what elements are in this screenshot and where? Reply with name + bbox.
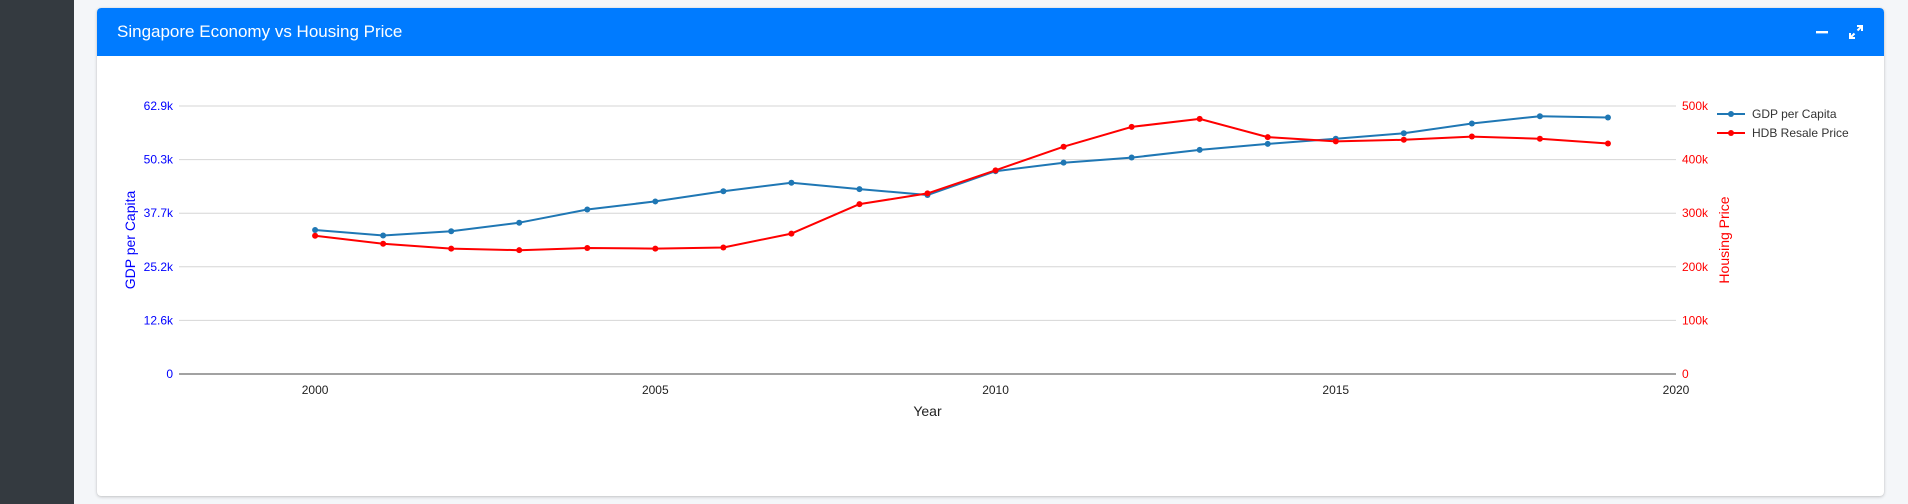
data-point — [1060, 159, 1067, 166]
x-axis-title: Year — [913, 403, 942, 419]
data-point — [1060, 143, 1067, 150]
data-point — [1264, 134, 1271, 141]
data-point — [1196, 115, 1203, 122]
x-tick-label: 2015 — [1322, 383, 1349, 397]
data-point — [856, 186, 863, 193]
data-point — [1128, 123, 1135, 130]
x-tick-label: 2000 — [302, 383, 329, 397]
y2-tick-label: 500k — [1682, 99, 1709, 113]
x-tick-label: 2005 — [642, 383, 669, 397]
data-point — [516, 219, 523, 226]
legend-label: HDB Resale Price — [1752, 126, 1849, 140]
data-point — [380, 232, 387, 239]
y2-tick-label: 400k — [1682, 153, 1709, 167]
series-line-1 — [315, 115, 1609, 237]
chart-area: 0 12.6k 25.2k 37.7k 50.3k 62.9k 0 100k 200k 300k 4… — [97, 56, 1884, 496]
data-point — [1400, 130, 1407, 137]
legend-label: GDP per Capita — [1752, 107, 1837, 121]
data-point — [992, 167, 999, 174]
card-title: Singapore Economy vs Housing Price — [117, 22, 403, 41]
y-tick-label: 50.3k — [144, 153, 174, 167]
y-tick-label: 12.6k — [144, 313, 174, 327]
data-point — [1604, 114, 1611, 121]
legend-swatch-marker — [1728, 130, 1734, 136]
y-tick-label: 25.2k — [144, 260, 174, 274]
line-chart: 0 12.6k 25.2k 37.7k 50.3k 62.9k 0 100k 200k 300k 4… — [122, 99, 1849, 419]
y-tick-label: 37.7k — [144, 206, 174, 220]
data-point — [652, 245, 659, 252]
y-tick-label: 62.9k — [144, 99, 174, 113]
data-point — [448, 245, 455, 252]
y-axis-title: GDP per Capita — [122, 191, 138, 290]
data-point — [1604, 140, 1611, 147]
card-header: Singapore Economy vs Housing Price — [97, 8, 1884, 56]
data-point — [788, 230, 795, 237]
collapse-button[interactable] — [1814, 24, 1830, 40]
data-point — [1400, 136, 1407, 143]
y2-tick-label: 200k — [1682, 260, 1709, 274]
chart-card: Singapore Economy vs Housing Price 0 12.6… — [97, 8, 1884, 496]
data-point — [448, 228, 455, 235]
data-point — [1468, 133, 1475, 140]
sidebar — [0, 0, 74, 504]
y2-tick-label: 300k — [1682, 206, 1709, 220]
data-point — [312, 232, 319, 239]
data-point — [652, 198, 659, 205]
data-point — [720, 188, 727, 195]
series-line-2 — [314, 117, 1609, 252]
card-tools — [1814, 24, 1864, 40]
minus-icon — [1816, 31, 1828, 34]
data-point — [1264, 140, 1271, 147]
data-point — [516, 247, 523, 254]
data-point — [1536, 113, 1543, 120]
y2-tick-label: 100k — [1682, 313, 1709, 327]
maximize-button[interactable] — [1848, 24, 1864, 40]
y-tick-label: 0 — [166, 367, 173, 381]
expand-icon — [1849, 25, 1863, 39]
legend-swatch-marker — [1728, 111, 1734, 117]
data-point — [788, 179, 795, 186]
y2-axis-title: Housing Price — [1716, 196, 1732, 283]
data-point — [1468, 120, 1475, 127]
data-point — [720, 244, 727, 251]
data-point — [380, 240, 387, 247]
y2-tick-label: 0 — [1682, 367, 1689, 381]
x-tick-label: 2010 — [982, 383, 1009, 397]
data-point — [584, 245, 591, 252]
data-point — [1536, 135, 1543, 142]
data-point — [312, 226, 319, 233]
x-tick-label: 2020 — [1663, 383, 1690, 397]
data-point — [1128, 154, 1135, 161]
data-point — [924, 190, 931, 197]
data-point — [1332, 138, 1339, 145]
data-point — [856, 201, 863, 208]
data-point — [1196, 146, 1203, 153]
data-point — [584, 206, 591, 213]
